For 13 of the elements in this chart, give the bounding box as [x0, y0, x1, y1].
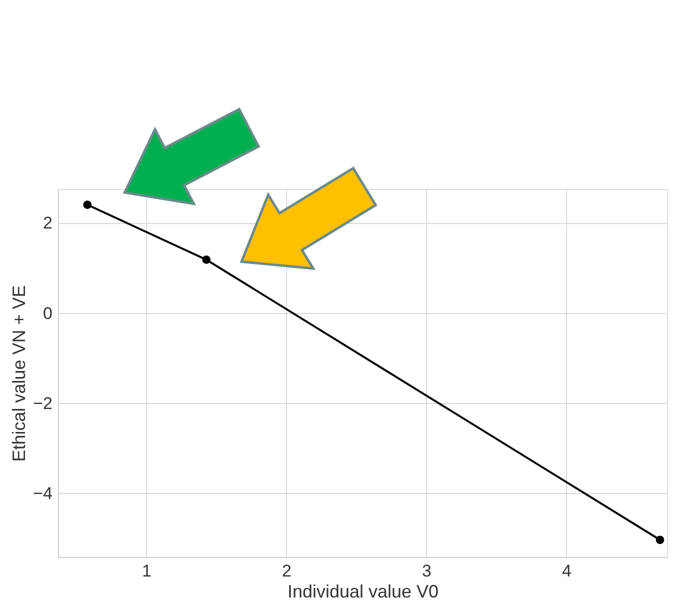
y-tick-label: −2 — [33, 394, 52, 413]
y-axis-title: Ethical value VN + VE — [9, 285, 30, 462]
point — [202, 256, 211, 264]
x-tick-label: 3 — [422, 562, 432, 580]
x-tick-label: 4 — [562, 562, 572, 580]
point — [656, 536, 664, 544]
y-tick-label: 0 — [43, 304, 52, 323]
x-axis-title: Individual value V0 — [287, 582, 439, 602]
y-tick-label: −4 — [33, 484, 52, 503]
y-tick-label: 2 — [43, 214, 52, 233]
x-tick-label: 2 — [282, 562, 292, 580]
point — [83, 200, 92, 209]
x-tick-label: 1 — [142, 562, 152, 580]
